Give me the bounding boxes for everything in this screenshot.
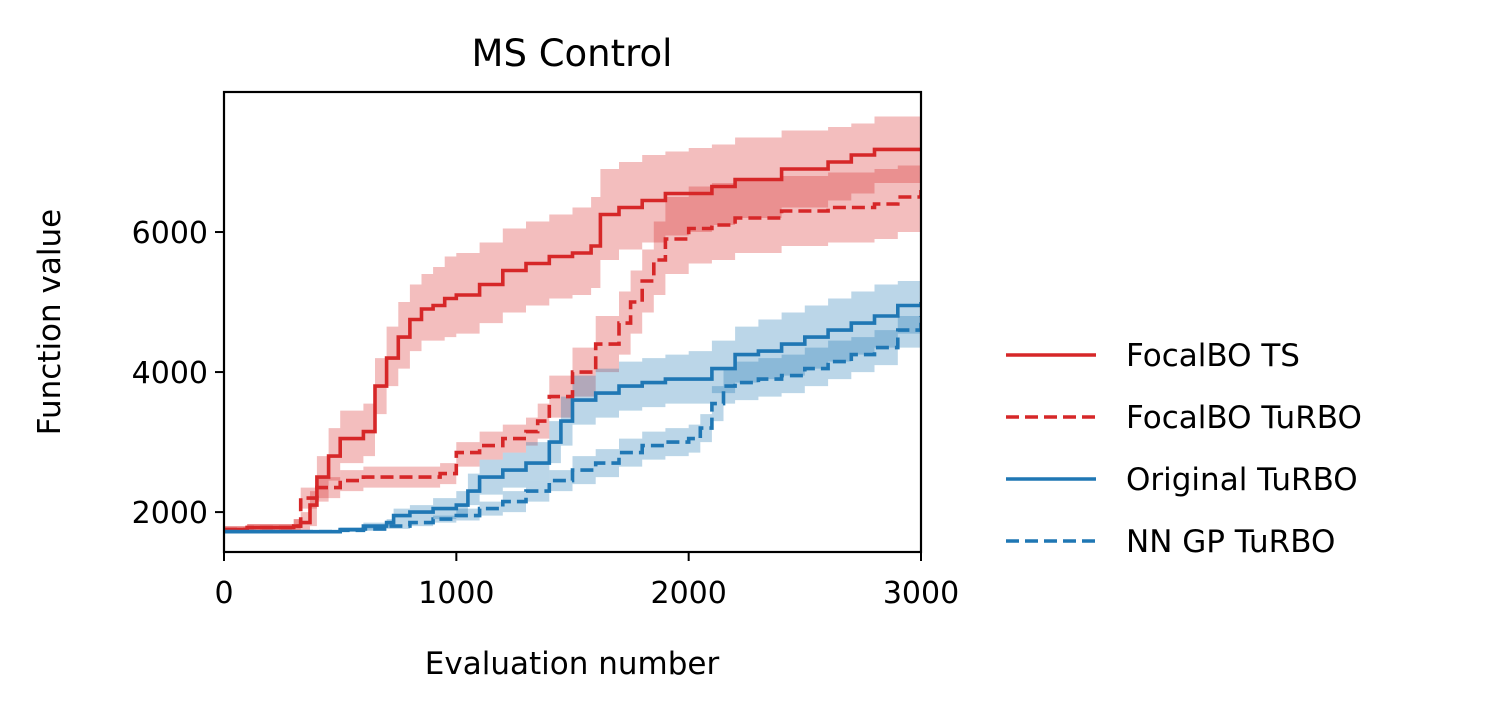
legend: FocalBO TS FocalBO TuRBO Original TuRBO NN … bbox=[1006, 338, 1362, 560]
series-line-1 bbox=[224, 190, 921, 532]
x-tick-label: 3000 bbox=[883, 576, 959, 611]
y-axis: 2000 4000 6000 bbox=[132, 216, 224, 531]
y-tick-label: 6000 bbox=[132, 216, 208, 251]
y-axis-label: Function value bbox=[32, 209, 68, 435]
band-1 bbox=[224, 158, 921, 534]
chart-title: MS Control bbox=[472, 32, 673, 75]
axes-frame bbox=[222, 90, 923, 554]
x-axis-label: Evaluation number bbox=[425, 646, 720, 682]
legend-label: FocalBO TuRBO bbox=[1126, 400, 1362, 436]
legend-label: FocalBO TS bbox=[1126, 338, 1300, 374]
series-line-2 bbox=[224, 302, 921, 534]
plot-area bbox=[224, 116, 921, 534]
legend-label: NN GP TuRBO bbox=[1126, 524, 1335, 560]
y-tick-label: 2000 bbox=[132, 496, 208, 531]
series-line-0 bbox=[224, 147, 921, 532]
band-3 bbox=[224, 302, 921, 534]
legend-label: Original TuRBO bbox=[1126, 462, 1358, 498]
x-tick-label: 2000 bbox=[650, 576, 726, 611]
x-tick-label: 1000 bbox=[418, 576, 494, 611]
series-line-3 bbox=[224, 316, 921, 534]
x-axis: 0 1000 2000 3000 bbox=[214, 552, 959, 611]
y-tick-label: 4000 bbox=[132, 356, 208, 391]
x-tick-label: 0 bbox=[214, 576, 233, 611]
